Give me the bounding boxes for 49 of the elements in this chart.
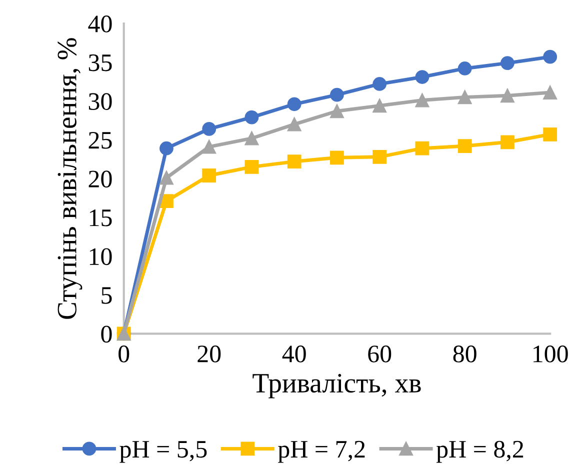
- point: [287, 97, 302, 112]
- point: [330, 88, 344, 102]
- x-tick-label: 0: [118, 346, 130, 362]
- x-tick-label: 40: [282, 346, 306, 362]
- point: [202, 140, 216, 154]
- point: [330, 104, 344, 118]
- y-tick-label: 40: [88, 16, 112, 32]
- point: [202, 122, 216, 136]
- y-axis-title: Ступінь вивільнення, %: [58, 38, 82, 319]
- point: [244, 131, 259, 146]
- point: [500, 56, 514, 70]
- legend-label: pH = 5,5: [120, 441, 207, 463]
- legend-label: pH = 7,2: [278, 440, 365, 463]
- point: [287, 154, 302, 168]
- point: [415, 93, 430, 108]
- point: [372, 150, 387, 164]
- y-tick-label: 0: [101, 326, 112, 343]
- y-tick-label: 15: [90, 210, 112, 226]
- x-axis-title: Тривалість, хв: [252, 374, 421, 398]
- y-tick-label: 5: [102, 287, 112, 304]
- point: [543, 86, 558, 100]
- point: [202, 168, 216, 182]
- point: [372, 98, 387, 113]
- point: [160, 170, 174, 185]
- legend-label: pH = 8,2: [436, 440, 524, 463]
- point: [500, 135, 514, 150]
- x-tick-label: 80: [453, 346, 476, 362]
- point: [543, 127, 558, 142]
- point: [415, 141, 430, 156]
- point: [160, 141, 174, 156]
- point: [543, 50, 558, 64]
- point: [415, 70, 430, 84]
- point: [287, 117, 302, 132]
- point: [244, 110, 259, 124]
- x-tick-label: 60: [368, 346, 392, 362]
- y-tick-label: 20: [88, 170, 112, 188]
- point: [372, 77, 387, 91]
- point: [330, 150, 344, 165]
- point: [244, 160, 259, 174]
- x-tick-label: 100: [534, 346, 568, 362]
- y-tick-label: 25: [88, 132, 112, 149]
- y-tick-label: 10: [90, 248, 112, 266]
- point: [458, 139, 472, 153]
- y-tick-label: 30: [88, 93, 112, 110]
- point: [458, 62, 472, 76]
- x-tick-label: 20: [198, 346, 221, 362]
- point: [458, 90, 472, 104]
- point: [500, 88, 514, 103]
- y-tick-label: 35: [88, 54, 112, 72]
